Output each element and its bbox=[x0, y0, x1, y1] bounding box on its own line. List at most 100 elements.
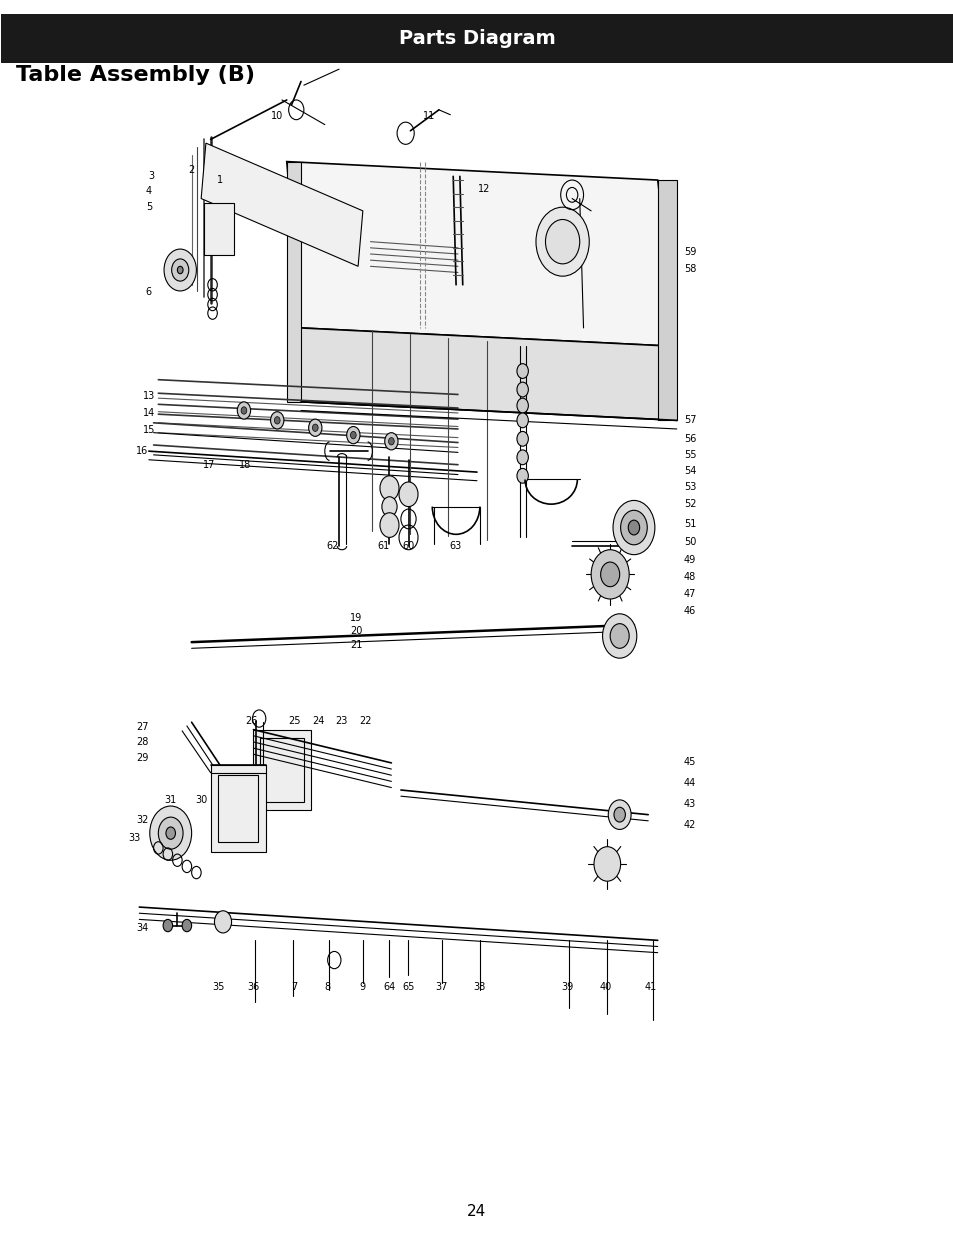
Circle shape bbox=[610, 624, 629, 648]
Text: 58: 58 bbox=[683, 264, 696, 274]
Text: 19: 19 bbox=[350, 613, 362, 622]
Polygon shape bbox=[287, 162, 676, 346]
Circle shape bbox=[620, 510, 646, 545]
Text: 9: 9 bbox=[359, 982, 366, 992]
Text: 42: 42 bbox=[683, 820, 696, 830]
Text: 65: 65 bbox=[402, 982, 415, 992]
Text: 27: 27 bbox=[135, 722, 149, 732]
Polygon shape bbox=[287, 162, 301, 401]
Text: 48: 48 bbox=[683, 572, 696, 582]
Text: 5: 5 bbox=[146, 203, 152, 212]
Circle shape bbox=[517, 468, 528, 483]
Text: 6: 6 bbox=[146, 288, 152, 298]
Circle shape bbox=[388, 437, 394, 445]
Text: 56: 56 bbox=[683, 433, 696, 443]
Text: 17: 17 bbox=[202, 459, 214, 469]
Text: 50: 50 bbox=[683, 537, 696, 547]
Circle shape bbox=[241, 406, 247, 414]
Circle shape bbox=[379, 513, 398, 537]
Text: 13: 13 bbox=[143, 390, 154, 400]
Text: 28: 28 bbox=[136, 737, 149, 747]
Text: 10: 10 bbox=[271, 111, 283, 121]
Text: 14: 14 bbox=[143, 408, 154, 417]
Text: 46: 46 bbox=[683, 606, 696, 616]
Circle shape bbox=[164, 249, 196, 291]
Text: 41: 41 bbox=[644, 982, 657, 992]
Text: 47: 47 bbox=[683, 589, 696, 599]
Text: 54: 54 bbox=[683, 466, 696, 475]
Text: 1: 1 bbox=[217, 175, 223, 185]
Text: 11: 11 bbox=[423, 111, 436, 121]
Text: 35: 35 bbox=[212, 982, 224, 992]
Circle shape bbox=[182, 919, 192, 931]
Circle shape bbox=[517, 363, 528, 378]
Text: 25: 25 bbox=[288, 716, 300, 726]
Polygon shape bbox=[301, 329, 676, 420]
Circle shape bbox=[517, 412, 528, 427]
Bar bbox=[253, 730, 311, 810]
Text: 61: 61 bbox=[377, 541, 390, 551]
Circle shape bbox=[613, 500, 654, 555]
Circle shape bbox=[150, 806, 192, 861]
Text: 34: 34 bbox=[136, 923, 148, 932]
Text: 55: 55 bbox=[683, 450, 696, 459]
Circle shape bbox=[309, 419, 321, 436]
Text: 24: 24 bbox=[312, 716, 324, 726]
Bar bbox=[260, 739, 304, 803]
Text: 16: 16 bbox=[136, 446, 148, 456]
Text: Parts Diagram: Parts Diagram bbox=[398, 28, 555, 48]
Text: 43: 43 bbox=[683, 799, 696, 809]
Circle shape bbox=[274, 416, 280, 424]
Text: 30: 30 bbox=[194, 795, 207, 805]
Text: 26: 26 bbox=[245, 716, 257, 726]
Circle shape bbox=[172, 259, 189, 282]
Circle shape bbox=[600, 562, 619, 587]
Text: 18: 18 bbox=[238, 459, 251, 469]
Bar bbox=[1, 14, 952, 63]
Bar bbox=[211, 766, 266, 852]
Text: 21: 21 bbox=[350, 640, 362, 650]
Text: 31: 31 bbox=[165, 795, 176, 805]
Circle shape bbox=[350, 431, 355, 438]
Text: 3: 3 bbox=[149, 172, 154, 182]
Circle shape bbox=[594, 847, 620, 882]
Circle shape bbox=[384, 432, 397, 450]
Text: 23: 23 bbox=[335, 716, 348, 726]
Text: 60: 60 bbox=[402, 541, 415, 551]
Circle shape bbox=[591, 550, 629, 599]
Circle shape bbox=[517, 431, 528, 446]
Circle shape bbox=[381, 496, 396, 516]
Text: 64: 64 bbox=[383, 982, 395, 992]
Circle shape bbox=[163, 919, 172, 931]
Text: 53: 53 bbox=[683, 482, 696, 492]
Text: 49: 49 bbox=[683, 555, 696, 564]
Circle shape bbox=[379, 475, 398, 500]
Text: 20: 20 bbox=[350, 626, 362, 636]
Text: 32: 32 bbox=[136, 815, 149, 825]
Circle shape bbox=[214, 910, 232, 932]
Circle shape bbox=[614, 808, 625, 823]
Text: 36: 36 bbox=[247, 982, 259, 992]
Bar bbox=[218, 776, 258, 842]
Circle shape bbox=[602, 614, 637, 658]
Circle shape bbox=[517, 450, 528, 464]
Text: 8: 8 bbox=[324, 982, 331, 992]
Circle shape bbox=[628, 520, 639, 535]
Circle shape bbox=[313, 424, 317, 431]
Text: 45: 45 bbox=[683, 757, 696, 767]
Circle shape bbox=[346, 426, 359, 443]
Text: 22: 22 bbox=[359, 716, 372, 726]
Circle shape bbox=[271, 411, 284, 429]
Circle shape bbox=[158, 818, 183, 850]
Circle shape bbox=[166, 827, 175, 840]
Text: 62: 62 bbox=[326, 541, 338, 551]
Circle shape bbox=[517, 398, 528, 412]
Text: 4: 4 bbox=[146, 186, 152, 196]
Circle shape bbox=[177, 267, 183, 274]
Text: 37: 37 bbox=[436, 982, 448, 992]
Polygon shape bbox=[201, 143, 362, 267]
Polygon shape bbox=[657, 180, 676, 420]
Text: Table Assembly (B): Table Assembly (B) bbox=[15, 65, 254, 85]
Text: 40: 40 bbox=[598, 982, 611, 992]
Text: 51: 51 bbox=[683, 519, 696, 529]
